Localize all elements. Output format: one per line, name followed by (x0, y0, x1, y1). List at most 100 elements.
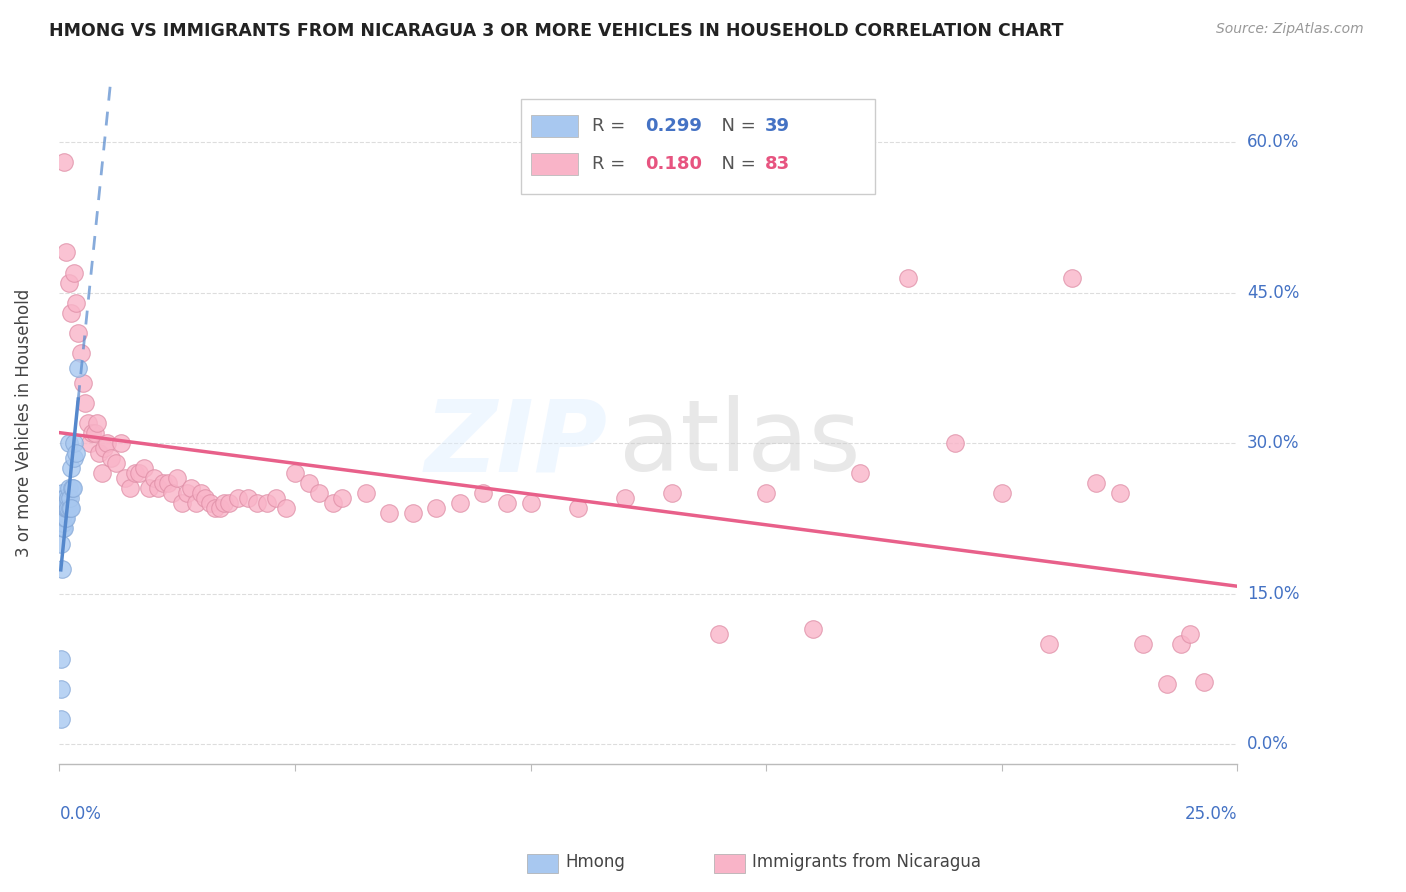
Point (89, 446, 111, 460)
Point (51, 516, 73, 531)
Point (124, 467, 146, 481)
Point (449, 496, 471, 510)
Point (60, 461, 83, 475)
Point (134, 461, 156, 475)
Point (120, 481, 142, 495)
Point (52, 521, 75, 535)
Point (52, 521, 75, 535)
Point (849, 467, 872, 481)
Point (519, 496, 541, 510)
Text: Source: ZipAtlas.com: Source: ZipAtlas.com (1216, 22, 1364, 37)
Point (613, 491, 636, 506)
Point (59, 501, 82, 516)
Point (51, 486, 73, 500)
Point (142, 471, 165, 485)
Point (284, 467, 307, 481)
Point (56, 491, 79, 506)
Text: Hmong: Hmong (565, 853, 626, 871)
Point (49, 681, 72, 696)
Point (190, 486, 212, 500)
Point (148, 481, 170, 495)
Text: 45.0%: 45.0% (1247, 284, 1299, 301)
Point (55, 511, 77, 525)
FancyBboxPatch shape (530, 153, 578, 175)
Point (896, 270, 918, 285)
Point (378, 507, 401, 521)
Point (162, 486, 184, 500)
Point (53, 507, 76, 521)
Point (65, 295, 87, 310)
Point (322, 496, 344, 510)
Text: 30.0%: 30.0% (1247, 434, 1299, 452)
Point (496, 496, 519, 510)
Point (53, 501, 76, 516)
Text: 15.0%: 15.0% (1247, 584, 1299, 603)
Point (53, 491, 76, 506)
Point (104, 456, 127, 470)
Point (76, 416, 98, 430)
Point (82, 426, 104, 441)
Point (1156, 677, 1178, 691)
Point (56, 501, 79, 516)
Text: 39: 39 (765, 117, 790, 136)
Point (62, 451, 84, 466)
Point (661, 486, 683, 500)
Point (194, 491, 217, 506)
Point (1170, 637, 1192, 651)
Text: 25.0%: 25.0% (1185, 805, 1237, 823)
Point (567, 501, 589, 516)
Point (55, 501, 77, 516)
Point (67, 326, 90, 340)
Text: R =: R = (592, 155, 631, 173)
Point (180, 481, 202, 495)
Point (198, 496, 221, 510)
Point (166, 471, 188, 485)
Point (100, 451, 122, 466)
Point (49, 712, 72, 726)
Point (51, 536, 73, 550)
Point (1085, 476, 1108, 491)
Point (49, 652, 72, 666)
Point (86, 416, 108, 430)
Text: 83: 83 (765, 155, 790, 173)
Point (1038, 637, 1060, 651)
Point (218, 496, 240, 510)
Point (1132, 637, 1154, 651)
Point (59, 501, 82, 516)
Point (330, 491, 353, 506)
Point (308, 486, 330, 500)
Point (55, 496, 77, 510)
Point (55, 501, 77, 516)
Text: N =: N = (710, 117, 761, 136)
Point (56, 496, 79, 510)
Point (53, 501, 76, 516)
Point (52, 501, 75, 516)
Point (246, 496, 269, 510)
Point (204, 501, 226, 516)
Point (110, 436, 132, 450)
Point (214, 496, 236, 510)
Text: 0.299: 0.299 (645, 117, 702, 136)
Point (1062, 270, 1084, 285)
Point (128, 467, 150, 481)
Point (58, 276, 80, 290)
Point (53, 155, 76, 169)
Point (298, 476, 321, 491)
Point (472, 486, 495, 500)
Point (62, 266, 84, 280)
Point (138, 481, 160, 495)
Point (62, 481, 84, 495)
Point (72, 376, 94, 390)
Point (402, 507, 425, 521)
Point (65, 446, 87, 460)
Point (51, 561, 73, 575)
Y-axis label: 3 or more Vehicles in Household: 3 or more Vehicles in Household (15, 289, 32, 558)
Point (176, 486, 198, 500)
Point (67, 360, 90, 375)
Text: HMONG VS IMMIGRANTS FROM NICARAGUA 3 OR MORE VEHICLES IN HOUSEHOLD CORRELATION C: HMONG VS IMMIGRANTS FROM NICARAGUA 3 OR … (49, 22, 1064, 40)
Point (425, 501, 447, 516)
Point (60, 306, 83, 320)
Point (63, 436, 86, 450)
Point (1180, 627, 1202, 641)
Point (58, 436, 80, 450)
